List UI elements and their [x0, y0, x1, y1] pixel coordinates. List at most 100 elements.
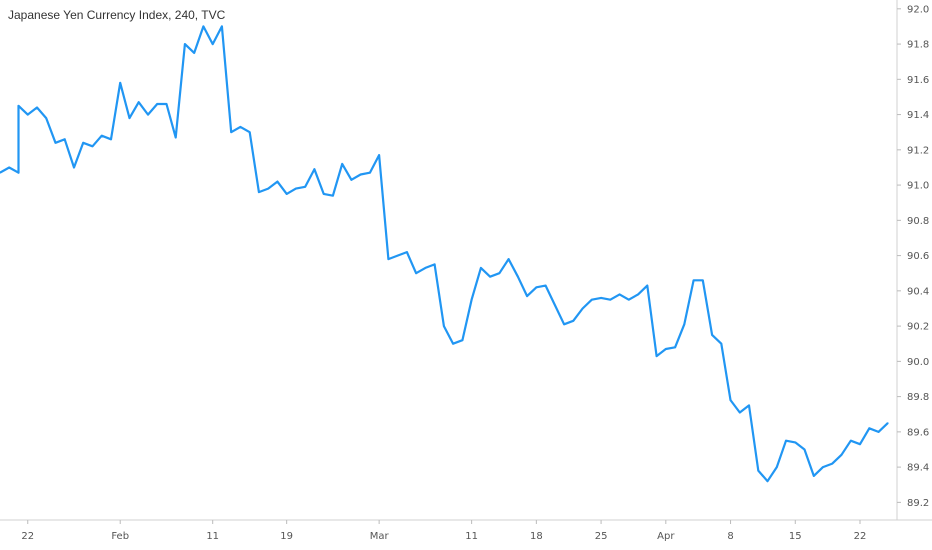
price-point [0, 171, 1, 174]
price-point [831, 462, 834, 465]
price-point [147, 113, 149, 116]
x-tick-label: 8 [727, 531, 733, 542]
price-point [720, 342, 723, 345]
price-point [461, 339, 464, 342]
price-point [17, 171, 20, 174]
price-point [554, 304, 556, 306]
price-point [387, 258, 390, 260]
y-tick-label: 90.6 [907, 251, 929, 262]
price-point [359, 173, 362, 176]
price-point [655, 355, 658, 357]
price-point [868, 427, 871, 430]
price-point [396, 254, 399, 257]
price-point [591, 298, 593, 301]
price-point [332, 194, 334, 197]
x-tick-label: 22 [21, 531, 34, 542]
price-point [17, 105, 20, 107]
price-point [36, 106, 38, 109]
price-point [674, 346, 676, 349]
price-point [378, 154, 380, 156]
price-point [766, 480, 769, 483]
price-point [776, 466, 778, 468]
price-point [581, 307, 584, 310]
y-tick-label: 90.4 [907, 286, 929, 297]
price-point [54, 142, 57, 144]
price-point [91, 145, 94, 148]
x-tick-label: 18 [530, 531, 543, 542]
price-point [110, 138, 112, 141]
x-tick-label: Apr [657, 531, 675, 542]
price-point [267, 187, 270, 190]
price-point [498, 272, 501, 275]
price-point [202, 25, 205, 28]
y-tick-label: 89.4 [907, 463, 929, 474]
price-point [702, 279, 704, 282]
price-point [276, 180, 279, 183]
price-point [369, 171, 371, 174]
y-tick-label: 90.0 [907, 357, 929, 368]
price-point [480, 267, 482, 269]
price-line[interactable] [0, 25, 889, 483]
price-point [248, 131, 251, 133]
x-tick-label: 19 [280, 531, 293, 542]
y-tick-label: 89.6 [907, 427, 929, 438]
price-point [572, 320, 575, 322]
price-point [665, 348, 667, 350]
price-point [563, 323, 565, 326]
y-tick-label: 92.0 [907, 4, 929, 15]
price-point [295, 187, 297, 190]
price-point [137, 101, 140, 103]
x-tick-label: Mar [370, 531, 390, 542]
price-point [8, 166, 10, 169]
x-tick-label: 11 [206, 531, 219, 542]
price-point [850, 439, 852, 442]
y-tick-label: 89.8 [907, 392, 929, 403]
price-point [156, 103, 158, 105]
y-tick-label: 91.4 [907, 110, 929, 121]
x-tick-label: 22 [854, 531, 867, 542]
chart-title: Japanese Yen Currency Index, 240, TVC [8, 8, 226, 22]
price-point [803, 448, 806, 451]
price-point [406, 251, 408, 253]
price-point [424, 267, 427, 269]
price-point [341, 163, 344, 165]
price-point [221, 25, 223, 28]
price-point [729, 399, 732, 401]
x-tick-label: 15 [789, 531, 802, 542]
price-point [489, 275, 491, 278]
price-point [119, 82, 121, 84]
price-point [813, 475, 815, 477]
price-point [433, 263, 436, 266]
price-point [128, 117, 131, 119]
price-point [859, 443, 861, 446]
price-point [877, 431, 880, 433]
price-point [711, 334, 713, 336]
price-point [507, 258, 510, 260]
y-tick-label: 91.8 [907, 40, 929, 51]
price-point [517, 275, 519, 278]
y-tick-label: 91.6 [907, 75, 929, 86]
price-point [193, 52, 195, 54]
price-point [211, 43, 214, 45]
price-point [63, 138, 66, 141]
y-tick-label: 90.8 [907, 216, 929, 227]
price-point [637, 293, 639, 296]
price-point [285, 193, 288, 195]
price-point [470, 298, 473, 301]
price-point [100, 134, 103, 137]
price-point [748, 404, 750, 407]
price-point [350, 179, 353, 181]
price-point [322, 193, 325, 195]
price-point [757, 469, 760, 472]
price-point [646, 284, 649, 287]
price-point [184, 43, 186, 45]
price-point [258, 191, 260, 193]
y-tick-label: 91.2 [907, 145, 929, 156]
price-point [794, 441, 797, 444]
price-point [600, 297, 602, 299]
price-point [628, 298, 630, 301]
x-tick-label: Feb [111, 531, 129, 542]
price-point [165, 103, 168, 105]
price-point [26, 113, 29, 116]
